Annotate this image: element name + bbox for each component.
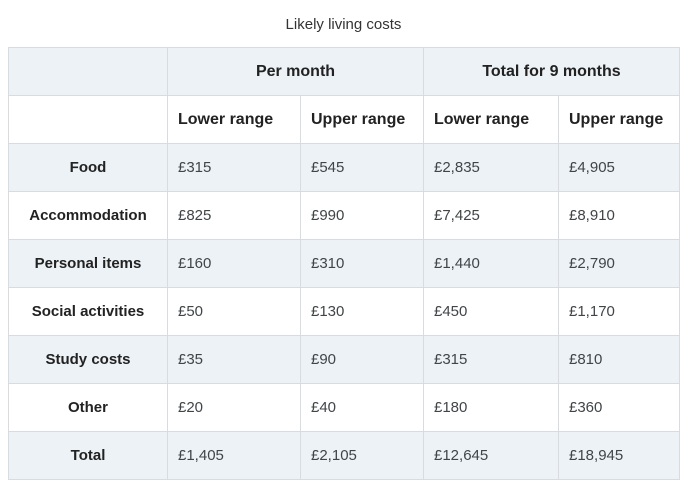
value-cell: £35 <box>167 335 301 384</box>
table-row-study-costs: Study costs £35 £90 £315 £810 <box>8 335 680 384</box>
sub-header-total-lower: Lower range <box>423 95 559 144</box>
group-header-row: Per month Total for 9 months <box>8 47 680 96</box>
value-cell: £310 <box>300 239 424 288</box>
col-group-total-9-months: Total for 9 months <box>423 47 680 96</box>
value-cell: £4,905 <box>558 143 680 192</box>
value-cell: £20 <box>167 383 301 432</box>
table-row-other: Other £20 £40 £180 £360 <box>8 383 680 432</box>
value-cell: £450 <box>423 287 559 336</box>
row-label: Accommodation <box>8 191 168 240</box>
value-cell: £825 <box>167 191 301 240</box>
table-row-social-activities: Social activities £50 £130 £450 £1,170 <box>8 287 680 336</box>
value-cell: £545 <box>300 143 424 192</box>
value-cell: £2,835 <box>423 143 559 192</box>
value-cell: £180 <box>423 383 559 432</box>
living-costs-table: Per month Total for 9 months Lower range… <box>8 47 680 480</box>
row-label: Total <box>8 431 168 480</box>
value-cell: £1,440 <box>423 239 559 288</box>
value-cell: £7,425 <box>423 191 559 240</box>
living-costs-page: Likely living costs Per month Total for … <box>8 0 680 480</box>
value-cell: £360 <box>558 383 680 432</box>
row-label: Social activities <box>8 287 168 336</box>
value-cell: £1,170 <box>558 287 680 336</box>
sub-header-total-upper: Upper range <box>558 95 680 144</box>
value-cell: £160 <box>167 239 301 288</box>
sub-header-row: Lower range Upper range Lower range Uppe… <box>8 95 680 144</box>
table-row-food: Food £315 £545 £2,835 £4,905 <box>8 143 680 192</box>
table-row-accommodation: Accommodation £825 £990 £7,425 £8,910 <box>8 191 680 240</box>
row-label: Other <box>8 383 168 432</box>
value-cell: £315 <box>423 335 559 384</box>
corner-empty-cell <box>8 47 168 96</box>
value-cell: £50 <box>167 287 301 336</box>
value-cell: £810 <box>558 335 680 384</box>
value-cell: £40 <box>300 383 424 432</box>
sub-header-month-upper: Upper range <box>300 95 424 144</box>
value-cell: £2,105 <box>300 431 424 480</box>
value-cell: £18,945 <box>558 431 680 480</box>
value-cell: £315 <box>167 143 301 192</box>
value-cell: £90 <box>300 335 424 384</box>
value-cell: £2,790 <box>558 239 680 288</box>
row-label: Food <box>8 143 168 192</box>
value-cell: £8,910 <box>558 191 680 240</box>
sub-header-month-lower: Lower range <box>167 95 301 144</box>
value-cell: £130 <box>300 287 424 336</box>
row-label: Personal items <box>8 239 168 288</box>
sub-header-empty-cell <box>8 95 168 144</box>
table-title: Likely living costs <box>285 16 402 33</box>
value-cell: £990 <box>300 191 424 240</box>
table-row-personal-items: Personal items £160 £310 £1,440 £2,790 <box>8 239 680 288</box>
row-label: Study costs <box>8 335 168 384</box>
table-row-total: Total £1,405 £2,105 £12,645 £18,945 <box>8 431 680 480</box>
value-cell: £12,645 <box>423 431 559 480</box>
col-group-per-month: Per month <box>167 47 424 96</box>
value-cell: £1,405 <box>167 431 301 480</box>
